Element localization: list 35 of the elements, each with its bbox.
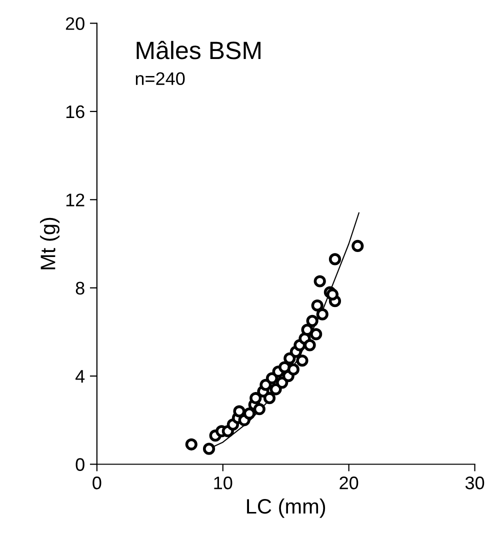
point (250, 392, 262, 404)
point (270, 383, 282, 396)
point (310, 328, 322, 340)
point (284, 352, 296, 364)
point (304, 339, 316, 352)
x-tick-label: 10 (214, 476, 232, 490)
point (287, 363, 300, 376)
point (326, 288, 339, 301)
point (276, 376, 288, 389)
point (202, 442, 216, 455)
y-tick-label: 12 (66, 194, 84, 206)
point (314, 275, 326, 288)
point (352, 240, 364, 252)
annotation: n=240 (136, 72, 185, 86)
x-axis-title: LC (mm) (247, 498, 326, 518)
y-axis-title: Mt (g) (40, 218, 60, 270)
point (296, 354, 308, 367)
y-tick-label: 20 (66, 17, 84, 30)
y-tick-label: 0 (76, 458, 84, 471)
point (263, 392, 276, 404)
point (233, 405, 246, 418)
x-tick-label: 20 (340, 476, 358, 490)
y-tick-label: 4 (75, 370, 85, 383)
point (311, 299, 324, 312)
point (253, 403, 266, 416)
point (243, 407, 256, 420)
y-tick-label: 16 (66, 105, 84, 118)
y-tick-label: 8 (76, 282, 84, 295)
annotation: Mâles BSM (136, 40, 260, 60)
point (316, 308, 328, 320)
point (328, 253, 342, 266)
x-tick-label: 0 (92, 476, 102, 490)
point (185, 438, 198, 450)
x-tick-label: 30 (465, 476, 484, 490)
point (306, 314, 318, 327)
